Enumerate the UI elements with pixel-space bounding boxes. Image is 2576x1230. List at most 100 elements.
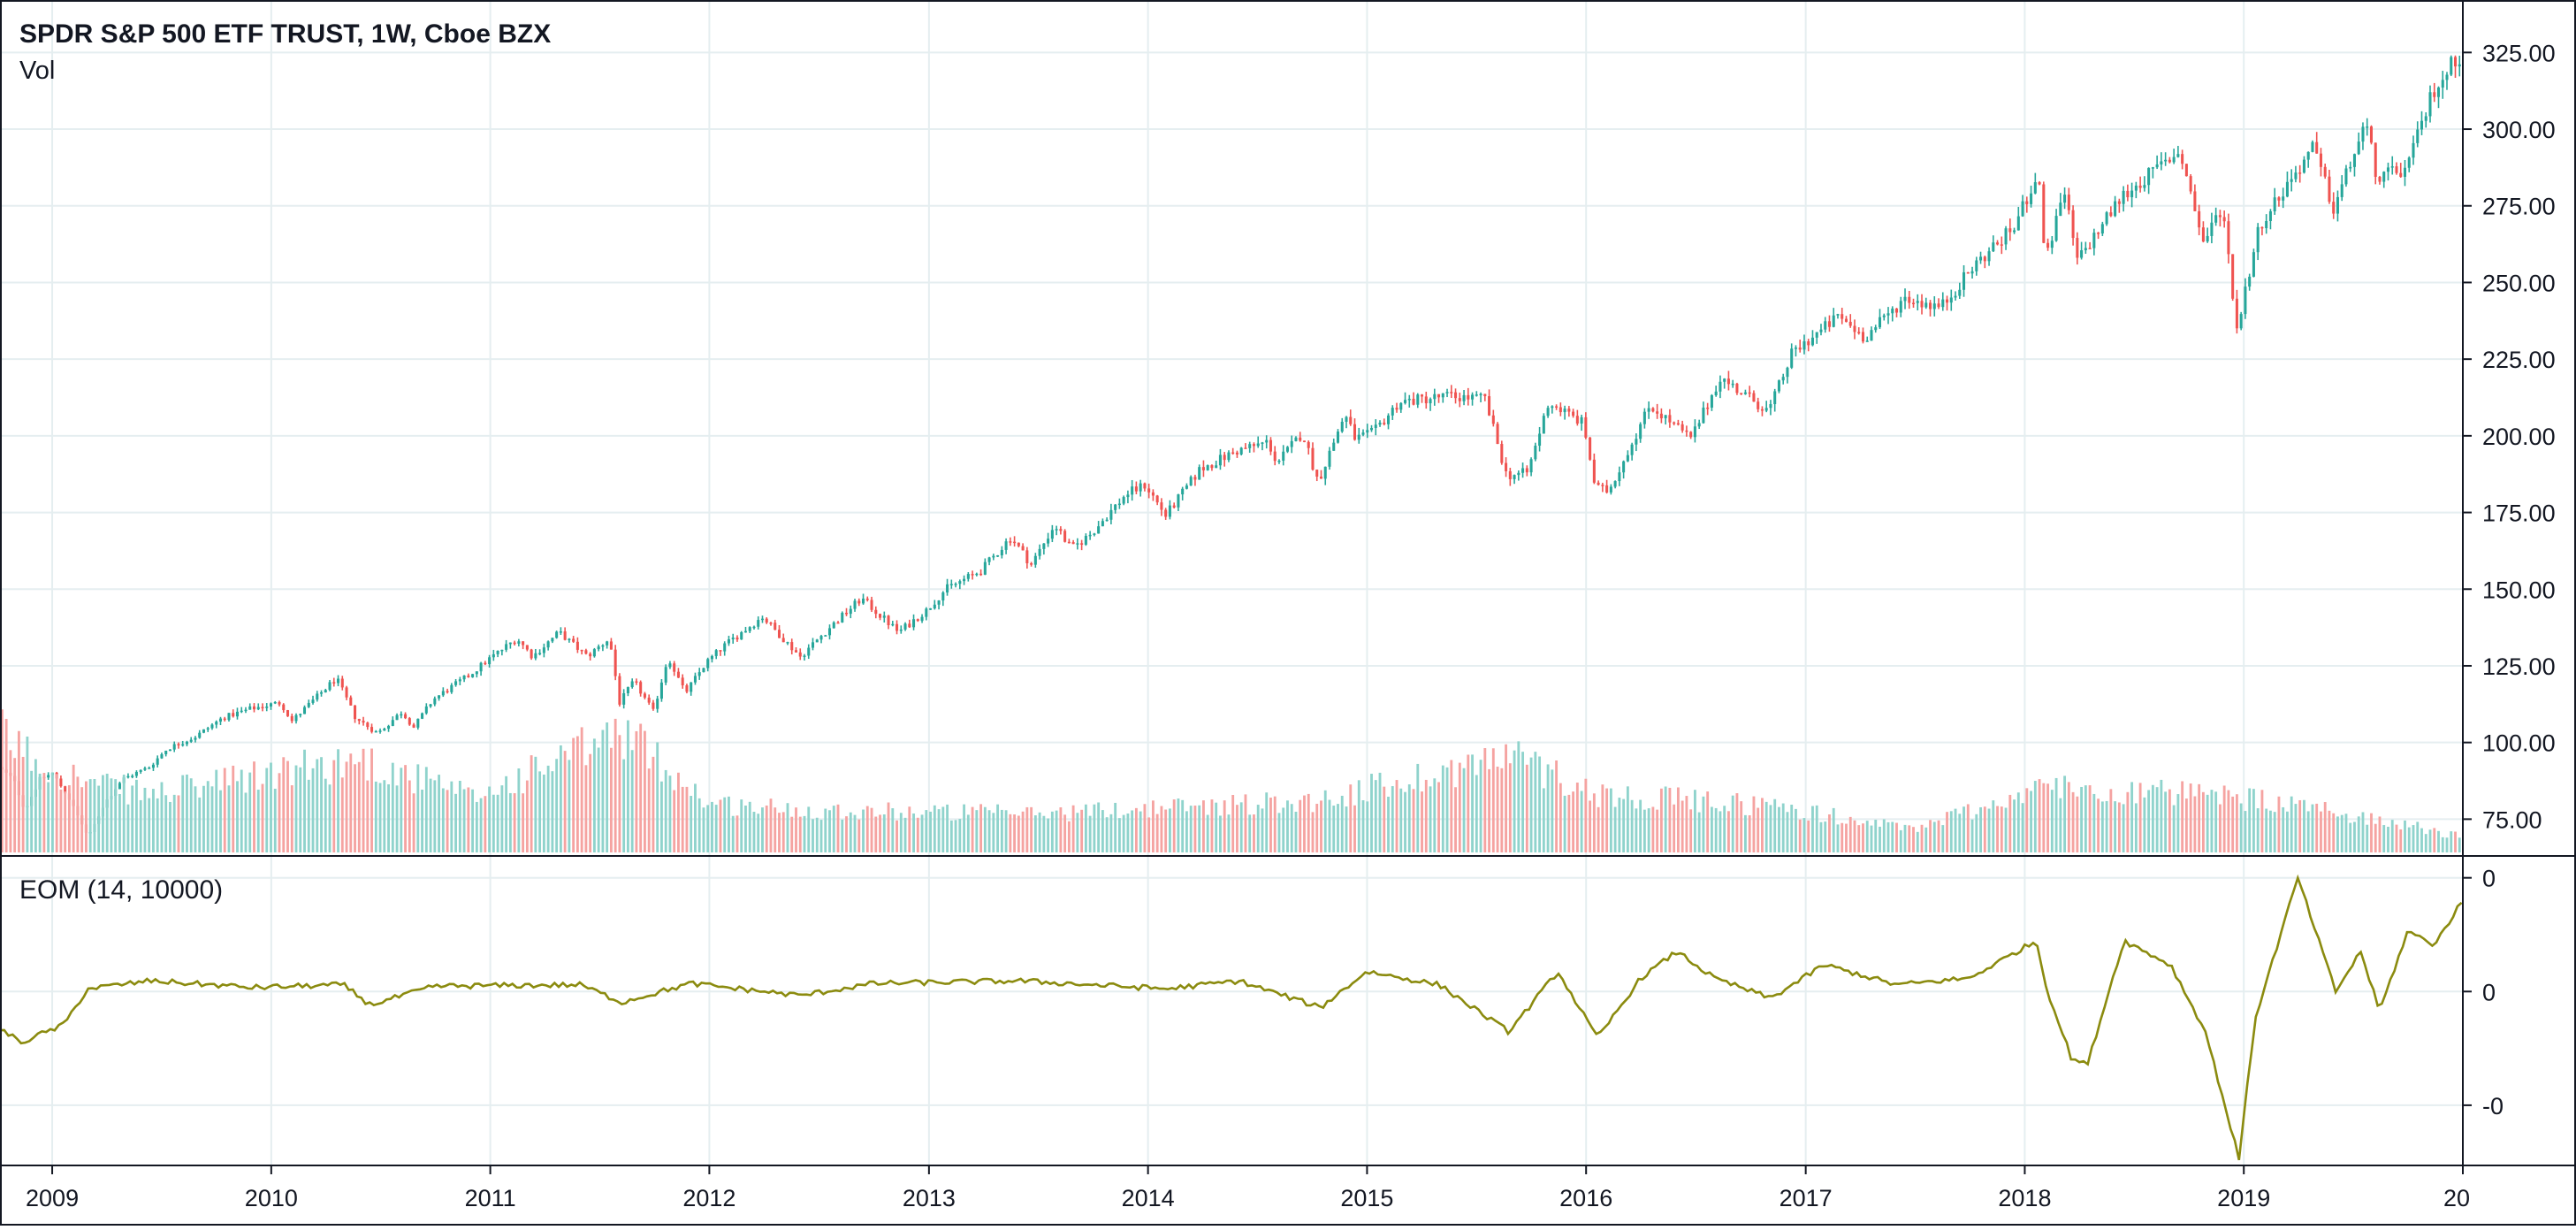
volume-bar xyxy=(592,738,596,852)
volume-bar xyxy=(668,775,672,852)
candle-body xyxy=(2097,233,2100,234)
candle-body xyxy=(1201,467,1205,470)
volume-bar xyxy=(706,805,710,852)
volume-bar xyxy=(912,813,915,852)
candle-body xyxy=(492,653,495,658)
volume-bar xyxy=(1886,821,1890,852)
volume-bar xyxy=(2100,801,2104,852)
volume-bar xyxy=(186,774,188,852)
volume-bar xyxy=(584,765,588,852)
volume-bar xyxy=(1483,748,1487,852)
volume-bar xyxy=(958,819,962,852)
volume-bar xyxy=(2164,791,2168,852)
volume-bar xyxy=(1131,810,1134,852)
candle-body xyxy=(584,650,588,654)
volume-bar xyxy=(76,776,80,852)
volume-bar xyxy=(488,786,492,852)
candle-body xyxy=(1517,472,1520,476)
candle-body xyxy=(1622,461,1626,473)
volume-bar xyxy=(1105,817,1109,852)
volume-bar xyxy=(105,773,109,852)
candle-body xyxy=(1198,467,1201,480)
volume-bar xyxy=(2206,794,2209,852)
volume-bar xyxy=(1299,799,1302,852)
candle-body xyxy=(609,641,613,650)
candle-body xyxy=(1970,271,1974,274)
candle-body xyxy=(1908,296,1911,303)
volume-bar xyxy=(2114,801,2117,852)
candle-body xyxy=(1827,321,1831,327)
candle-body xyxy=(148,768,151,769)
volume-bar xyxy=(2080,786,2084,852)
volume-bar xyxy=(1450,760,1453,852)
volume-bar xyxy=(1097,802,1101,852)
volume-bar xyxy=(841,819,844,852)
volume-bar xyxy=(454,793,458,852)
volume-bar xyxy=(152,789,155,852)
volume-bar xyxy=(744,806,747,852)
candle-body xyxy=(1244,447,1247,449)
candle-body xyxy=(1891,308,1894,314)
volume-bar xyxy=(172,794,176,852)
volume-bar xyxy=(1395,780,1399,852)
candle-body xyxy=(1987,251,1991,262)
candle-body xyxy=(1185,485,1188,489)
volume-bar xyxy=(572,737,575,852)
candle-body xyxy=(1248,444,1252,448)
volume-bar xyxy=(551,771,554,852)
volume-bar xyxy=(1937,820,1940,852)
volume-bar xyxy=(1505,744,1507,852)
candle-body xyxy=(1105,519,1109,522)
candle-body xyxy=(706,659,710,668)
candle-body xyxy=(1168,505,1171,517)
candle-body xyxy=(337,678,340,684)
volume-bar xyxy=(2349,822,2352,852)
candle-body xyxy=(2013,230,2016,233)
candle-body xyxy=(681,677,684,686)
candle-body xyxy=(1059,529,1063,531)
candle-body xyxy=(811,642,815,648)
volume-bar xyxy=(1000,809,1003,852)
volume-bar xyxy=(1134,807,1138,852)
volume-bar xyxy=(899,813,903,852)
candle-body xyxy=(1030,563,1033,565)
candle-body xyxy=(572,638,575,642)
volume-bar xyxy=(1848,816,1852,852)
volume-bar xyxy=(2412,825,2415,852)
candle-body xyxy=(2244,286,2247,315)
time-axis-label: 2009 xyxy=(26,1185,79,1211)
volume-bar xyxy=(1551,769,1554,852)
volume-bar xyxy=(2248,788,2252,852)
volume-bar xyxy=(575,736,579,852)
volume-bar xyxy=(1706,791,1710,852)
volume-bar xyxy=(2323,802,2327,852)
candle-body xyxy=(2403,167,2407,177)
volume-bar xyxy=(731,815,735,852)
volume-bar xyxy=(845,816,848,852)
volume-bar xyxy=(2046,783,2050,852)
volume-bar xyxy=(1441,765,1444,852)
volume-bar xyxy=(2105,800,2108,852)
candle-body xyxy=(2080,250,2084,258)
candle-body xyxy=(362,721,365,723)
volume-bar xyxy=(139,799,142,852)
volume-bar xyxy=(227,785,231,852)
volume-bar xyxy=(1697,812,1701,852)
candle-body xyxy=(2453,57,2458,67)
volume-bar xyxy=(194,786,197,852)
volume-bar xyxy=(1353,805,1356,852)
volume-bar xyxy=(2235,794,2238,852)
volume-bar xyxy=(1996,806,1999,852)
volume-bar xyxy=(114,779,118,852)
volume-bar xyxy=(458,780,461,852)
candle-body xyxy=(1731,383,1734,386)
volume-bar xyxy=(609,747,613,852)
candle-body xyxy=(563,631,567,640)
candle-body xyxy=(1605,485,1609,493)
candle-body xyxy=(2084,248,2087,251)
candle-body xyxy=(1437,393,1441,398)
volume-bar xyxy=(1719,811,1722,852)
volume-bar xyxy=(1639,799,1642,852)
candle-body xyxy=(256,707,260,710)
